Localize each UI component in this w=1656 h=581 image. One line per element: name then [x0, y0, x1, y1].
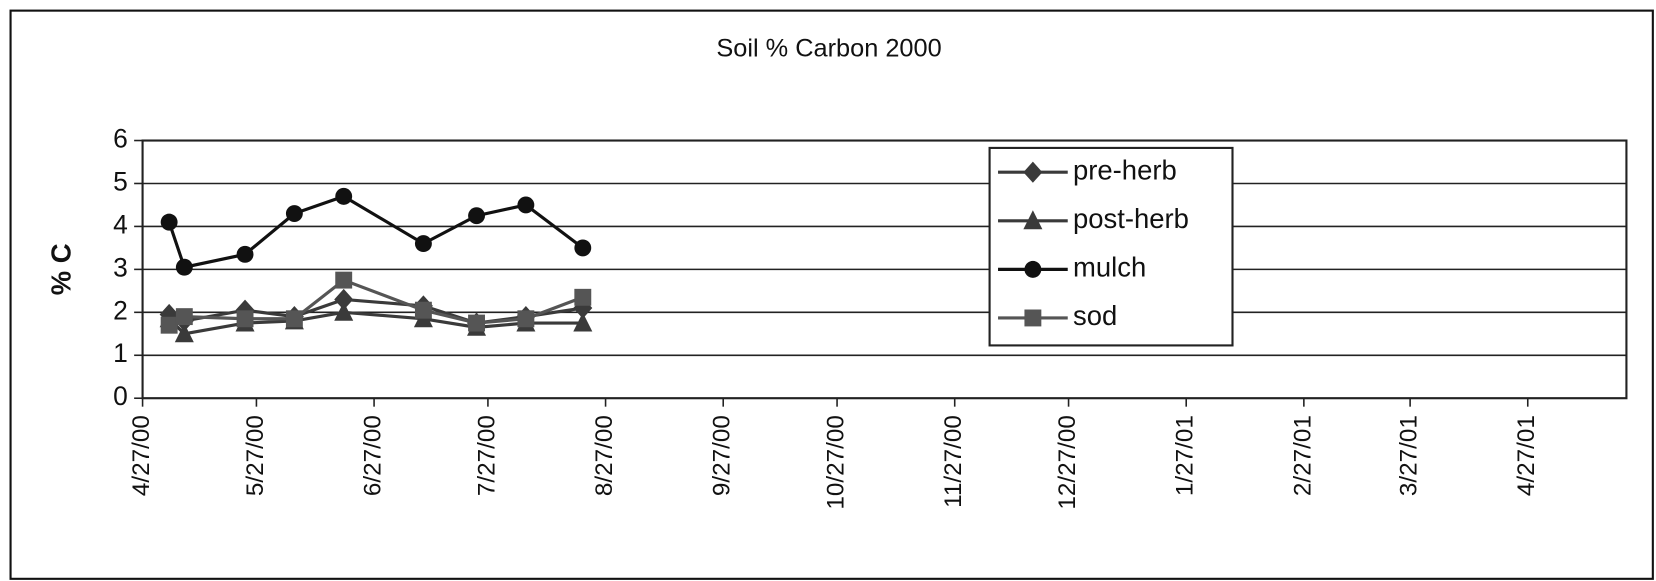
marker [574, 239, 592, 257]
x-tick-label: 11/27/00 [940, 415, 967, 508]
marker [335, 187, 353, 205]
marker [517, 310, 535, 328]
y-tick-label: 0 [113, 381, 128, 411]
y-tick-label: 5 [113, 166, 128, 196]
y-axis-label: % C [46, 243, 77, 295]
marker [1023, 210, 1043, 230]
x-tick-label: 4/27/01 [1513, 415, 1540, 496]
marker [335, 271, 353, 289]
chart-title: Soil % Carbon 2000 [716, 34, 941, 62]
y-tick-label: 4 [113, 209, 128, 239]
x-tick-label: 4/27/00 [128, 415, 155, 496]
marker [1024, 309, 1042, 327]
marker [175, 258, 193, 276]
x-tick-label: 5/27/00 [242, 415, 269, 496]
x-tick-label: 2/27/01 [1289, 415, 1316, 496]
x-tick-label: 8/27/00 [591, 415, 618, 496]
y-tick-label: 6 [113, 123, 128, 153]
marker [1024, 260, 1042, 278]
x-tick-label: 10/27/00 [822, 415, 849, 510]
marker [174, 323, 194, 343]
legend-label: pre-herb [1073, 154, 1177, 185]
legend-label: sod [1073, 300, 1117, 331]
y-tick-label: 3 [113, 252, 128, 282]
legend-label: post-herb [1073, 203, 1189, 234]
marker [285, 205, 303, 222]
x-tick-label: 7/27/00 [473, 415, 500, 496]
marker [517, 196, 535, 214]
marker [160, 316, 178, 334]
marker [468, 207, 485, 225]
y-tick-label: 2 [113, 295, 128, 325]
marker [285, 310, 303, 328]
x-tick-label: 12/27/00 [1054, 415, 1081, 510]
x-tick-label: 6/27/00 [359, 415, 386, 496]
marker [573, 312, 593, 332]
legend-label: mulch [1073, 252, 1146, 283]
marker [175, 308, 193, 326]
marker [574, 288, 592, 306]
x-tick-label: 9/27/00 [709, 415, 736, 496]
marker [236, 245, 254, 263]
marker [334, 301, 354, 321]
y-tick-label: 1 [113, 338, 128, 368]
marker [236, 310, 254, 328]
marker [160, 213, 178, 231]
marker [334, 288, 354, 311]
marker [468, 314, 485, 332]
x-tick-label: 1/27/01 [1172, 415, 1199, 496]
marker [414, 235, 432, 253]
x-tick-label: 3/27/01 [1396, 415, 1423, 496]
marker [414, 301, 432, 319]
